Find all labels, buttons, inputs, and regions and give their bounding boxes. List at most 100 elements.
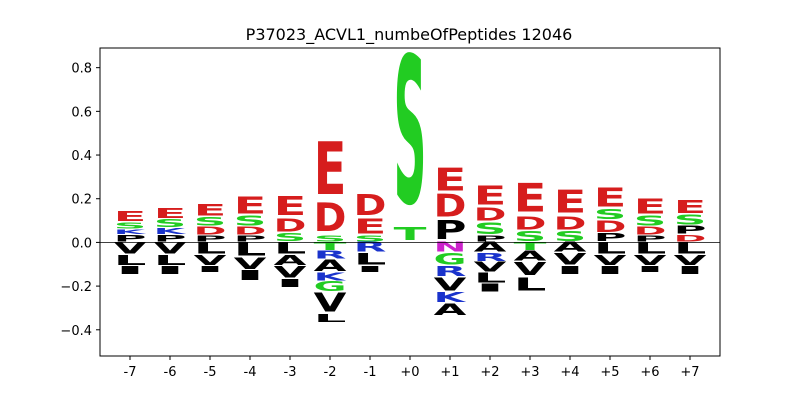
x-tick-label: -7 <box>124 365 137 380</box>
logo-letter-i: I <box>674 264 707 276</box>
logo-letter-p: P <box>634 234 667 243</box>
logo-letter-i: I <box>474 282 507 294</box>
logo-letter-s: S <box>674 212 707 227</box>
logo-letter-i: I <box>354 265 387 274</box>
logo-letter-e: E <box>554 183 587 220</box>
logo-letter-e: E <box>434 161 467 198</box>
logo-letter-d: D <box>234 225 267 237</box>
logo-letter-l: L <box>234 239 267 260</box>
logo-letter-d: D <box>594 218 627 236</box>
logo-letter-l: L <box>514 274 547 295</box>
logo-letter-v: V <box>314 288 347 318</box>
logo-letter-e: E <box>154 206 187 221</box>
x-tick-label: -2 <box>324 365 337 380</box>
logo-letter-v: V <box>194 253 228 268</box>
logo-letter-d: D <box>274 215 307 236</box>
logo-letter-s: S <box>354 234 387 243</box>
x-tick-label: +2 <box>480 365 499 380</box>
logo-letter-n: N <box>434 240 467 255</box>
logo-letter-d: D <box>554 213 587 234</box>
logo-letter-d: D <box>634 225 667 237</box>
logo-letter-v: V <box>674 253 708 268</box>
logo-letter-v: V <box>594 253 628 268</box>
x-axis: -7 -6 -5 -4 -3 -2 -1 +0 +1 +2 +3 +4 +5 +6 +7 <box>124 356 700 380</box>
logo-letter-e: E <box>594 183 627 213</box>
logo-letter-r: R <box>434 264 467 279</box>
logo-letter-a: A <box>274 253 308 268</box>
y-tick-label: 0.0 <box>71 236 92 251</box>
logo-letter-v: V <box>474 260 508 275</box>
logo-letter-l: L <box>194 239 227 257</box>
x-tick-label: -1 <box>364 365 377 380</box>
logo-letter-d: D <box>194 225 227 237</box>
logo-letter-i: I <box>114 264 147 276</box>
logo-letter-s: S <box>154 217 187 229</box>
logo-letter-l: L <box>114 253 147 268</box>
logo-letter-e: E <box>314 127 347 212</box>
logo-letter-l: L <box>154 253 187 268</box>
x-tick-label: +6 <box>640 365 659 380</box>
logo-letter-p: P <box>594 232 627 244</box>
logo-letter-p: P <box>434 215 467 245</box>
x-tick-label: +4 <box>560 365 579 380</box>
logo-letter-l: L <box>354 250 387 268</box>
logo-letter-l: L <box>314 312 347 324</box>
logo-letter-e: E <box>634 195 667 219</box>
x-tick-label: +7 <box>680 365 699 380</box>
logo-letter-d: D <box>354 189 387 222</box>
logo-letter-s: S <box>114 221 147 230</box>
logo-letter-p: P <box>474 234 507 243</box>
logo-letter-d: D <box>474 204 507 225</box>
logo-letter-a: A <box>474 240 508 255</box>
y-tick-label: 0.8 <box>71 62 92 77</box>
logo-letter-s: S <box>234 214 267 229</box>
x-tick-label: -6 <box>164 365 177 380</box>
y-tick-label: 0.6 <box>71 105 92 120</box>
logo-letter-v: V <box>634 253 668 268</box>
logo-letter-d: D <box>314 196 347 241</box>
y-tick-label: 0.4 <box>71 149 92 164</box>
logo-letter-l: L <box>674 239 707 257</box>
x-tick-label: +0 <box>400 365 419 380</box>
logo-letter-t: T <box>314 241 347 253</box>
logo-letter-k: K <box>434 290 468 305</box>
logo-letter-i: I <box>234 268 267 283</box>
logo-letter-v: V <box>234 254 267 273</box>
logo-letter-s: S <box>474 220 507 238</box>
logo-letter-e: E <box>234 192 267 219</box>
logo-letter-l: L <box>594 239 627 257</box>
logo-letter-s: S <box>554 229 587 244</box>
logo-letter-p: P <box>674 224 707 236</box>
logo-letter-s: S <box>634 214 667 229</box>
x-tick-label: -3 <box>284 365 297 380</box>
chart-title: P37023_ACVL1_numbeOfPeptides 12046 <box>246 25 573 45</box>
logo-letter-v: V <box>434 274 468 295</box>
y-tick-label: −0.4 <box>60 324 92 339</box>
x-tick-label: -4 <box>244 365 257 380</box>
logo-letter-k: K <box>114 228 148 236</box>
logo-letter-i: I <box>274 277 307 289</box>
logo-letter-t: T <box>514 241 547 253</box>
x-tick-label: +5 <box>600 365 619 380</box>
logo-letter-v: V <box>114 239 147 258</box>
logo-letter-a: A <box>554 240 588 255</box>
logo-letter-s: S <box>514 229 547 244</box>
y-tick-label: −0.2 <box>60 280 92 295</box>
logo-letter-k: K <box>314 271 347 283</box>
logo-letter-v: V <box>514 258 548 279</box>
logo-letter-v: V <box>154 239 187 258</box>
logo-letter-p: P <box>154 233 187 244</box>
logo-letter-i: I <box>554 264 587 276</box>
logo-letter-p: P <box>114 233 147 244</box>
logo-letter-e: E <box>194 201 227 219</box>
logo-letter-i: I <box>194 265 227 274</box>
plot-area: PKSEVLIPKSEVLIPDSELVIPDSELVISDELAVISDETR… <box>100 15 720 324</box>
logo-letter-l: L <box>474 270 507 285</box>
logo-letter-e: E <box>274 192 307 222</box>
logo-letter-s: S <box>194 215 227 229</box>
logo-letter-d: D <box>514 213 547 234</box>
logo-letter-s: S <box>314 234 347 243</box>
logo-letter-a: A <box>514 249 548 264</box>
logo-letter-s: S <box>394 15 427 251</box>
